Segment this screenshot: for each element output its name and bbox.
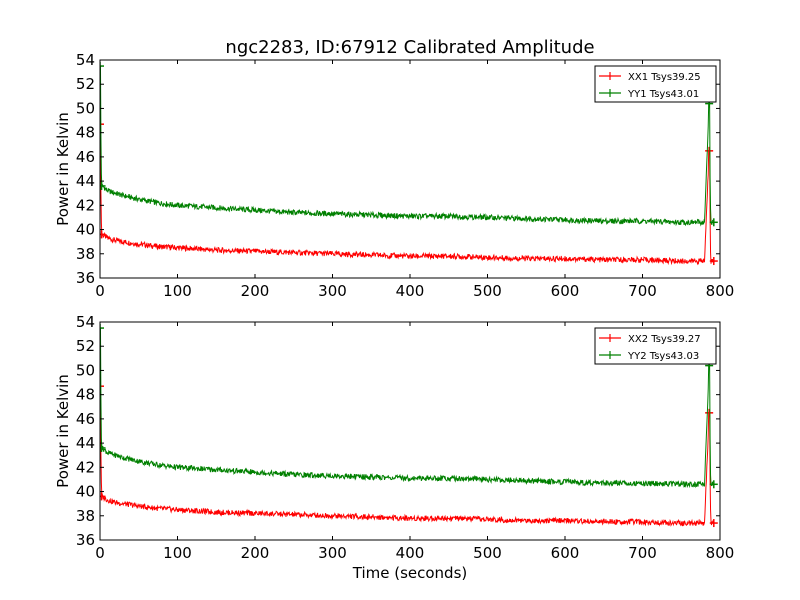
x-tick-label: 0 (95, 544, 105, 562)
y-tick-label: 46 (76, 410, 95, 428)
x-tick-label: 200 (241, 544, 270, 562)
x-tick-label: 300 (318, 544, 347, 562)
x-tick-label: 200 (241, 282, 270, 300)
y-tick-label: 36 (76, 531, 95, 549)
series-line (100, 123, 714, 266)
series-line (100, 65, 714, 227)
legend-box (594, 327, 717, 365)
x-tick-label: 400 (396, 282, 425, 300)
x-tick-label: 100 (163, 282, 192, 300)
legend: XX1 Tsys39.25 YY1 Tsys43.01 (594, 65, 717, 103)
series-line (100, 385, 714, 527)
x-tick-label: 700 (628, 282, 657, 300)
y-tick-label: 50 (76, 99, 95, 117)
y-tick-label: 52 (76, 337, 95, 355)
y-tick-label: 46 (76, 148, 95, 166)
x-tick-label: 800 (706, 544, 735, 562)
chart-panel-1: 0 100 200 300 400 500 600 700 800 36 38 40 42 44 46 48 5… (54, 51, 734, 300)
y-tick-label: 52 (76, 75, 95, 93)
series-line (100, 327, 714, 489)
y-tick-label: 54 (76, 51, 95, 69)
legend-label: YY1 Tsys43.01 (627, 89, 699, 100)
y-axis-label: Power in Kelvin (54, 374, 72, 488)
x-tick-label: 0 (95, 282, 105, 300)
y-tick-label: 42 (76, 458, 95, 476)
legend: XX2 Tsys39.27 YY2 Tsys43.03 (594, 327, 717, 365)
y-tick-label: 38 (76, 507, 95, 525)
panels: 0 100 200 300 400 500 600 700 800363840424446485… (54, 51, 734, 582)
x-tick-label: 100 (163, 544, 192, 562)
y-tick-label: 50 (76, 361, 95, 379)
y-tick-label: 44 (76, 434, 95, 452)
y-tick-label: 42 (76, 196, 95, 214)
x-tick-label: 700 (628, 544, 657, 562)
legend-label: XX1 Tsys39.25 (628, 72, 701, 83)
plot-area (100, 324, 718, 528)
x-tick-label: 600 (551, 544, 580, 562)
y-tick-label: 40 (76, 221, 95, 239)
x-tick-label: 500 (473, 544, 502, 562)
x-tick-label: 800 (706, 282, 735, 300)
plot-area (100, 62, 718, 266)
figure-title: ngc2283, ID:67912 Calibrated Amplitude (225, 37, 594, 58)
y-tick-label: 54 (76, 313, 95, 331)
y-tick-label: 48 (76, 124, 95, 142)
series-xx (100, 382, 718, 528)
y-tick-label: 44 (76, 172, 95, 190)
y-tick-label: 36 (76, 269, 95, 287)
legend-box (594, 65, 717, 103)
legend-label: YY2 Tsys43.03 (627, 351, 699, 362)
x-tick-label: 300 (318, 282, 347, 300)
y-tick-label: 40 (76, 483, 95, 501)
x-tick-label: 600 (551, 282, 580, 300)
chart-panel-2: 0 100 200 300 400 500 600 700 800 36 38 40 42 44 46 48 5… (54, 313, 734, 582)
x-axis-label: Time (seconds) (352, 564, 468, 582)
legend-label: XX2 Tsys39.27 (628, 334, 701, 345)
y-tick-label: 48 (76, 386, 95, 404)
y-axis-label: Power in Kelvin (54, 112, 72, 226)
series-xx (100, 120, 718, 266)
y-tick-label: 38 (76, 245, 95, 263)
x-tick-label: 500 (473, 282, 502, 300)
series-yy (100, 62, 718, 227)
x-tick-label: 400 (396, 544, 425, 562)
